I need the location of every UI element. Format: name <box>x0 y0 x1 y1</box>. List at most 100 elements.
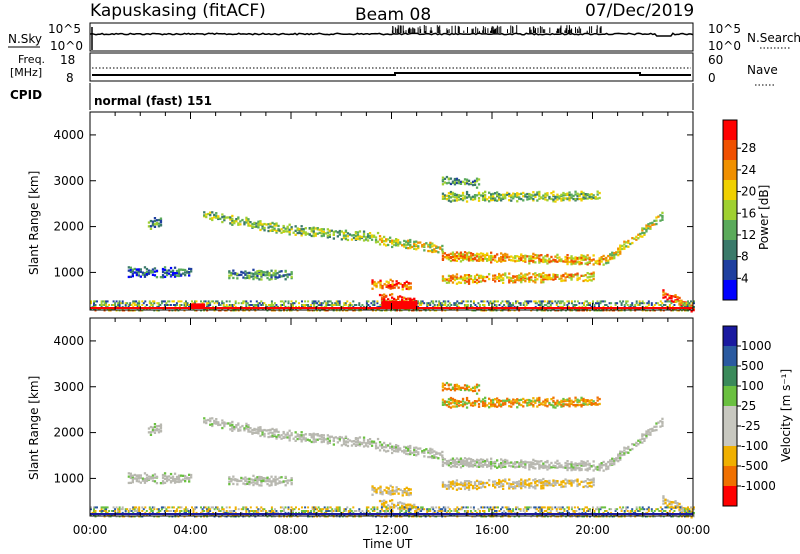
velocity-cell <box>568 397 571 400</box>
velocity-cell <box>558 483 561 486</box>
velocity-cell <box>459 404 463 407</box>
power-cell <box>519 302 522 305</box>
power-cell <box>461 255 465 258</box>
velocity-cell <box>488 464 491 468</box>
power-cell <box>674 294 677 297</box>
power-cell <box>631 237 634 240</box>
power-cell <box>439 305 442 308</box>
power-cell <box>574 198 577 201</box>
velocity-cell <box>163 506 166 509</box>
power-cell <box>153 274 157 277</box>
velocity-cell <box>409 488 412 491</box>
power-cell <box>384 306 386 309</box>
velocity-cell <box>180 506 183 509</box>
power-cell <box>441 254 445 258</box>
velocity-cell <box>504 465 507 468</box>
velocity-cell <box>185 506 187 509</box>
power-cell <box>635 302 638 305</box>
velocity-cell <box>510 400 513 403</box>
power-cell <box>93 302 95 305</box>
power-cell <box>346 235 350 238</box>
power-cell <box>210 300 213 303</box>
power-cell <box>395 282 398 286</box>
power-cell <box>395 244 398 247</box>
power-cell <box>242 276 245 279</box>
velocity-cell <box>261 433 264 436</box>
velocity-cell <box>465 458 469 461</box>
power-cell <box>605 262 608 265</box>
nsky-label: N.Sky <box>8 32 42 46</box>
power-cell <box>441 302 444 305</box>
power-cell <box>522 276 525 279</box>
power-cell <box>338 233 341 236</box>
power-cell <box>438 300 441 303</box>
power-cell <box>478 305 481 308</box>
power-cell <box>252 277 255 281</box>
velocity-cell <box>282 432 285 435</box>
velocity-cell <box>490 399 493 402</box>
power-cell <box>326 236 329 239</box>
power-cell <box>552 200 555 203</box>
power-cell <box>646 305 649 308</box>
velocity-cell <box>258 484 261 487</box>
velocity-cell <box>490 403 493 406</box>
power-cell <box>661 302 664 305</box>
power-cell <box>312 226 315 229</box>
velocity-cell <box>447 402 451 406</box>
velocity-cell <box>522 465 525 469</box>
power-cell <box>217 215 220 218</box>
power-cell <box>490 258 493 262</box>
velocity-cell <box>281 506 284 509</box>
power-cell <box>530 278 533 282</box>
velocity-cell <box>463 401 467 404</box>
velocity-cell <box>623 449 626 452</box>
power-cell <box>399 306 401 309</box>
power-cell <box>415 248 418 251</box>
velocity-cell <box>290 481 293 484</box>
power-cell <box>250 272 253 275</box>
power-cell <box>205 215 208 219</box>
velocity-cell <box>592 460 595 463</box>
velocity-cell <box>405 446 408 449</box>
velocity-cell <box>550 403 553 407</box>
power-cell <box>445 278 449 281</box>
velocity-cell <box>417 452 420 456</box>
power-cell <box>532 257 535 260</box>
power-cell <box>249 224 252 227</box>
velocity-cell <box>145 473 149 477</box>
velocity-cell <box>207 506 210 509</box>
velocity-cell <box>570 483 573 486</box>
velocity-cell <box>332 439 335 442</box>
power-cell <box>572 274 575 277</box>
velocity-cell <box>274 475 277 478</box>
power-cell <box>580 197 583 200</box>
velocity-cell <box>435 452 438 455</box>
power-cell <box>188 304 190 306</box>
power-cell <box>300 234 303 237</box>
power-cell <box>368 234 372 238</box>
power-cell <box>392 303 395 306</box>
power-cell <box>329 304 332 306</box>
velocity-cell <box>213 422 216 425</box>
velocity-cell <box>251 510 254 512</box>
velocity-cell <box>149 425 153 429</box>
velocity-cell <box>192 508 195 511</box>
velocity-cell <box>288 479 291 482</box>
velocity-cell <box>471 401 475 404</box>
velocity-cell <box>568 402 571 405</box>
velocity-cell <box>421 450 424 453</box>
velocity-cell <box>350 440 354 443</box>
velocity-cell <box>625 447 628 450</box>
power-cell <box>133 300 136 303</box>
power-cell <box>163 275 167 278</box>
velocity-cell <box>206 510 209 512</box>
power-cell <box>564 279 567 282</box>
velocity-cell <box>403 488 406 491</box>
power-cell <box>500 302 502 305</box>
velocity-cell <box>586 467 589 470</box>
power-cell <box>304 233 307 236</box>
power-cell <box>455 254 459 258</box>
velocity-cell <box>262 477 265 480</box>
power-cell <box>512 192 515 195</box>
power-cell <box>114 304 117 306</box>
